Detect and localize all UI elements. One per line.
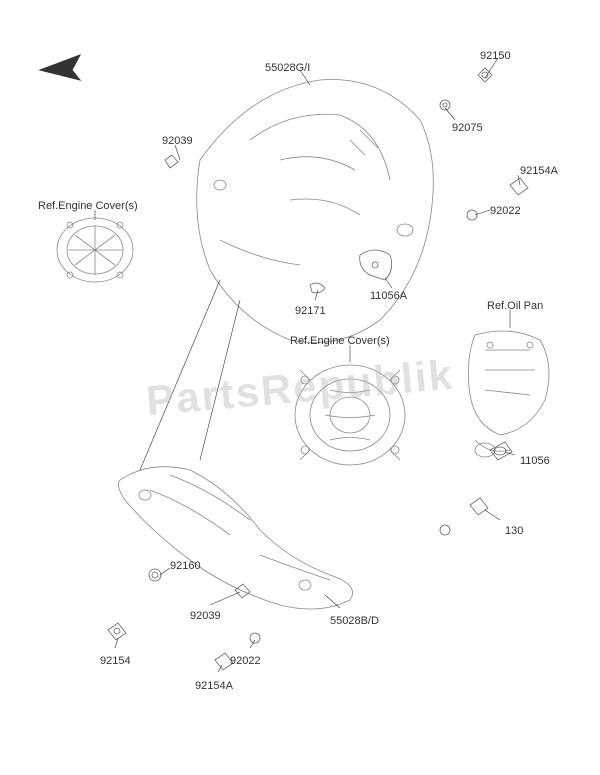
label-92154a-upper: 92154A bbox=[520, 165, 558, 177]
label-92075: 92075 bbox=[452, 122, 483, 134]
parts-diagram: 92150 55028G/I 92075 92039 92154A 92022 … bbox=[0, 0, 600, 775]
label-11056a: 11056A bbox=[370, 290, 407, 302]
label-55028bd: 55028B/D bbox=[330, 615, 379, 627]
label-92154a-lower: 92154A bbox=[195, 680, 233, 692]
label-92150: 92150 bbox=[480, 50, 511, 62]
label-92022-lower: 92022 bbox=[230, 655, 261, 667]
label-ref-engine-cover-2: Ref.Engine Cover(s) bbox=[290, 335, 390, 347]
label-55028gi: 55028G/I bbox=[265, 62, 310, 74]
label-92039-upper: 92039 bbox=[162, 135, 193, 147]
diagram-svg bbox=[0, 0, 600, 775]
label-ref-engine-cover-1: Ref.Engine Cover(s) bbox=[38, 200, 138, 212]
label-ref-oil-pan: Ref.Oil Pan bbox=[487, 300, 543, 312]
label-92154: 92154 bbox=[100, 655, 131, 667]
label-130: 130 bbox=[505, 525, 523, 537]
label-92171: 92171 bbox=[295, 305, 326, 317]
label-92022-upper: 92022 bbox=[490, 205, 521, 217]
label-92160: 92160 bbox=[170, 560, 201, 572]
label-92039-lower: 92039 bbox=[190, 610, 221, 622]
label-11056: 11056 bbox=[520, 455, 550, 467]
